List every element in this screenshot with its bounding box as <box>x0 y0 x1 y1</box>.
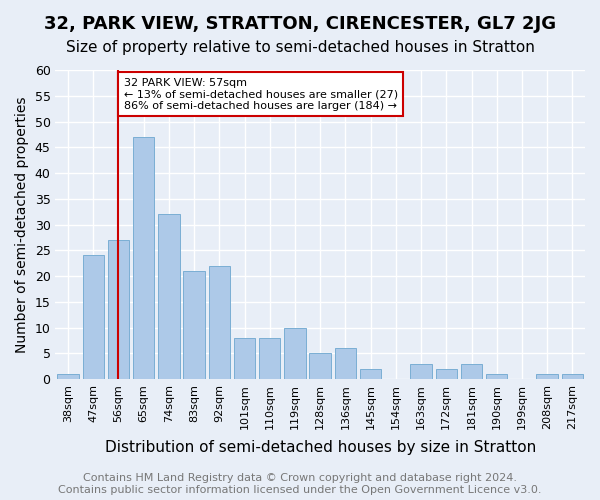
Text: 32, PARK VIEW, STRATTON, CIRENCESTER, GL7 2JG: 32, PARK VIEW, STRATTON, CIRENCESTER, GL… <box>44 15 556 33</box>
Text: Contains HM Land Registry data © Crown copyright and database right 2024.
Contai: Contains HM Land Registry data © Crown c… <box>58 474 542 495</box>
Bar <box>436 368 457 379</box>
Bar <box>335 348 356 379</box>
Bar <box>562 374 583 379</box>
Bar <box>58 374 79 379</box>
Bar <box>360 368 382 379</box>
Bar <box>209 266 230 379</box>
Bar <box>83 256 104 379</box>
Bar <box>410 364 432 379</box>
Bar <box>259 338 280 379</box>
Bar <box>310 354 331 379</box>
Bar <box>461 364 482 379</box>
Bar <box>158 214 179 379</box>
Text: Size of property relative to semi-detached houses in Stratton: Size of property relative to semi-detach… <box>65 40 535 55</box>
Bar <box>133 137 154 379</box>
Bar <box>536 374 558 379</box>
Bar <box>284 328 306 379</box>
Text: 32 PARK VIEW: 57sqm
← 13% of semi-detached houses are smaller (27)
86% of semi-d: 32 PARK VIEW: 57sqm ← 13% of semi-detach… <box>124 78 398 111</box>
Bar <box>234 338 255 379</box>
Bar <box>184 271 205 379</box>
X-axis label: Distribution of semi-detached houses by size in Stratton: Distribution of semi-detached houses by … <box>104 440 536 455</box>
Bar <box>108 240 129 379</box>
Y-axis label: Number of semi-detached properties: Number of semi-detached properties <box>15 96 29 353</box>
Bar <box>486 374 508 379</box>
